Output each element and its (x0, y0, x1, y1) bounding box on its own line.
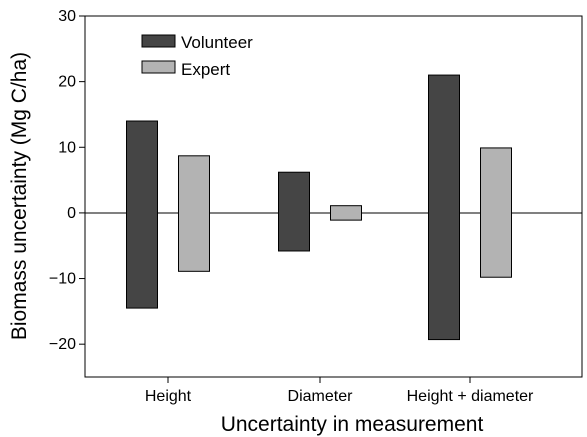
bar-expert-height (178, 155, 210, 272)
y-tick-label: 30 (58, 8, 76, 25)
legend-label-expert: Expert (181, 60, 230, 79)
legend-swatch-expert (141, 60, 176, 74)
plot-frame (84, 15, 583, 378)
x-axis-label: Uncertainty in measurement (221, 413, 484, 436)
y-ticks-group: −20 −10 0 10 20 30 (49, 8, 85, 353)
y-tick-label: −10 (49, 271, 76, 288)
bar-expert-diameter (330, 205, 362, 221)
bar-volunteer-height-diameter (428, 74, 460, 341)
y-axis-label: Biomass uncertainty (Mg C/ha) (8, 52, 31, 340)
bar-expert-height-diameter (480, 147, 512, 278)
y-tick-label: 0 (67, 205, 76, 222)
y-tick-label: 10 (58, 139, 76, 156)
bars-group (126, 74, 512, 341)
x-tick-label-height-diameter: Height + diameter (407, 388, 534, 405)
x-ticks-group: Height Diameter Height + diameter (145, 377, 534, 405)
bar-volunteer-diameter (278, 171, 310, 252)
legend-swatch-volunteer (141, 34, 176, 48)
y-tick-label: −20 (49, 336, 76, 353)
legend: Volunteer Expert (141, 33, 253, 79)
y-tick-label: 20 (58, 74, 76, 91)
bar-volunteer-height (126, 120, 158, 309)
x-tick-label-diameter: Diameter (288, 388, 354, 405)
x-tick-label-height: Height (145, 388, 192, 405)
legend-label-volunteer: Volunteer (181, 33, 253, 52)
